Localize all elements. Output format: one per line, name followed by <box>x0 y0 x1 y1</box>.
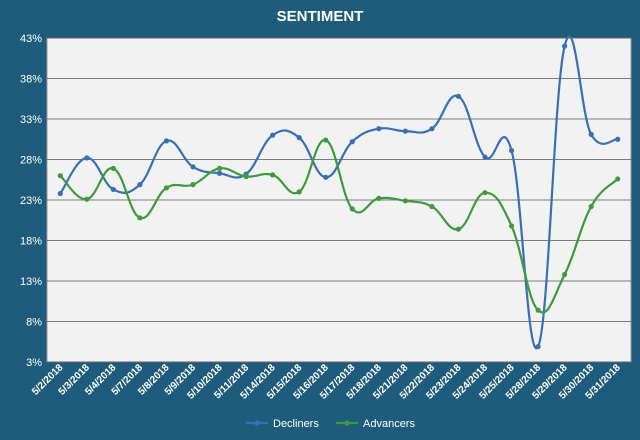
advancers-point <box>349 206 355 212</box>
advancers-point <box>243 173 249 180</box>
decliners-point <box>110 186 116 193</box>
y-tick-label: 43% <box>20 33 42 45</box>
advancers-point <box>110 165 116 172</box>
advancers-point <box>137 215 143 221</box>
decliners-point <box>270 132 276 138</box>
series-points <box>57 43 621 350</box>
decliners-point <box>429 126 435 132</box>
y-tick-label: 38% <box>20 74 42 86</box>
decliners-point <box>57 190 63 197</box>
y-tick-label: 18% <box>20 236 42 248</box>
chart-title: SENTIMENT <box>276 8 364 25</box>
legend: Decliners Advancers <box>246 418 415 430</box>
decliners-point <box>455 93 462 99</box>
decliners-point <box>84 155 90 161</box>
y-tick-label: 3% <box>26 357 42 369</box>
decliners-point <box>216 170 223 176</box>
decliners-point <box>508 147 515 154</box>
y-axis-ticks: 3% 8% 13% 18% 23% 28% 33% 38% 43% <box>20 33 42 369</box>
advancers-point <box>429 203 435 210</box>
advancers-point <box>455 226 462 232</box>
advancers-point <box>562 271 568 278</box>
legend-decliners-label: Decliners <box>273 418 319 430</box>
advancers-point <box>163 185 170 191</box>
advancers-point <box>402 198 408 204</box>
y-tick-label: 13% <box>20 276 42 288</box>
decliners-point <box>588 131 594 137</box>
advancers-point <box>57 173 63 179</box>
decliners-point <box>323 174 329 180</box>
decliners-point <box>376 126 382 132</box>
decliners-point <box>137 182 143 188</box>
advancers-point <box>84 196 90 202</box>
legend-decliners-marker <box>254 420 260 426</box>
decliners-point <box>190 164 196 170</box>
advancers-point <box>190 182 196 188</box>
advancers-point <box>508 223 515 229</box>
decliners-point <box>296 135 302 141</box>
x-axis-ticks: 5/2/20185/3/20185/4/20185/7/20185/8/2018… <box>30 362 623 402</box>
legend-advancers-marker <box>344 420 350 426</box>
y-tick-label: 33% <box>20 114 42 126</box>
y-tick-label: 8% <box>26 317 42 329</box>
y-tick-label: 23% <box>20 195 42 207</box>
advancers-point <box>323 137 329 143</box>
advancers-point <box>270 172 276 178</box>
gridlines <box>47 37 631 363</box>
decliners-point <box>163 138 170 144</box>
decliners-point <box>615 136 621 142</box>
decliners-point <box>402 128 408 134</box>
y-tick-label: 28% <box>20 155 42 167</box>
advancers-point <box>482 190 488 196</box>
decliners-point <box>349 139 355 145</box>
advancers-point <box>216 165 223 172</box>
advancers-point <box>376 195 382 201</box>
decliners-point <box>562 43 568 49</box>
advancers-line <box>59 138 619 314</box>
advancers-point <box>296 189 302 195</box>
legend-advancers-label: Advancers <box>363 418 415 430</box>
decliners-point <box>535 344 541 350</box>
advancers-point <box>615 176 621 182</box>
advancers-point <box>588 203 594 210</box>
decliners-point <box>482 154 488 160</box>
advancers-point <box>535 307 541 313</box>
